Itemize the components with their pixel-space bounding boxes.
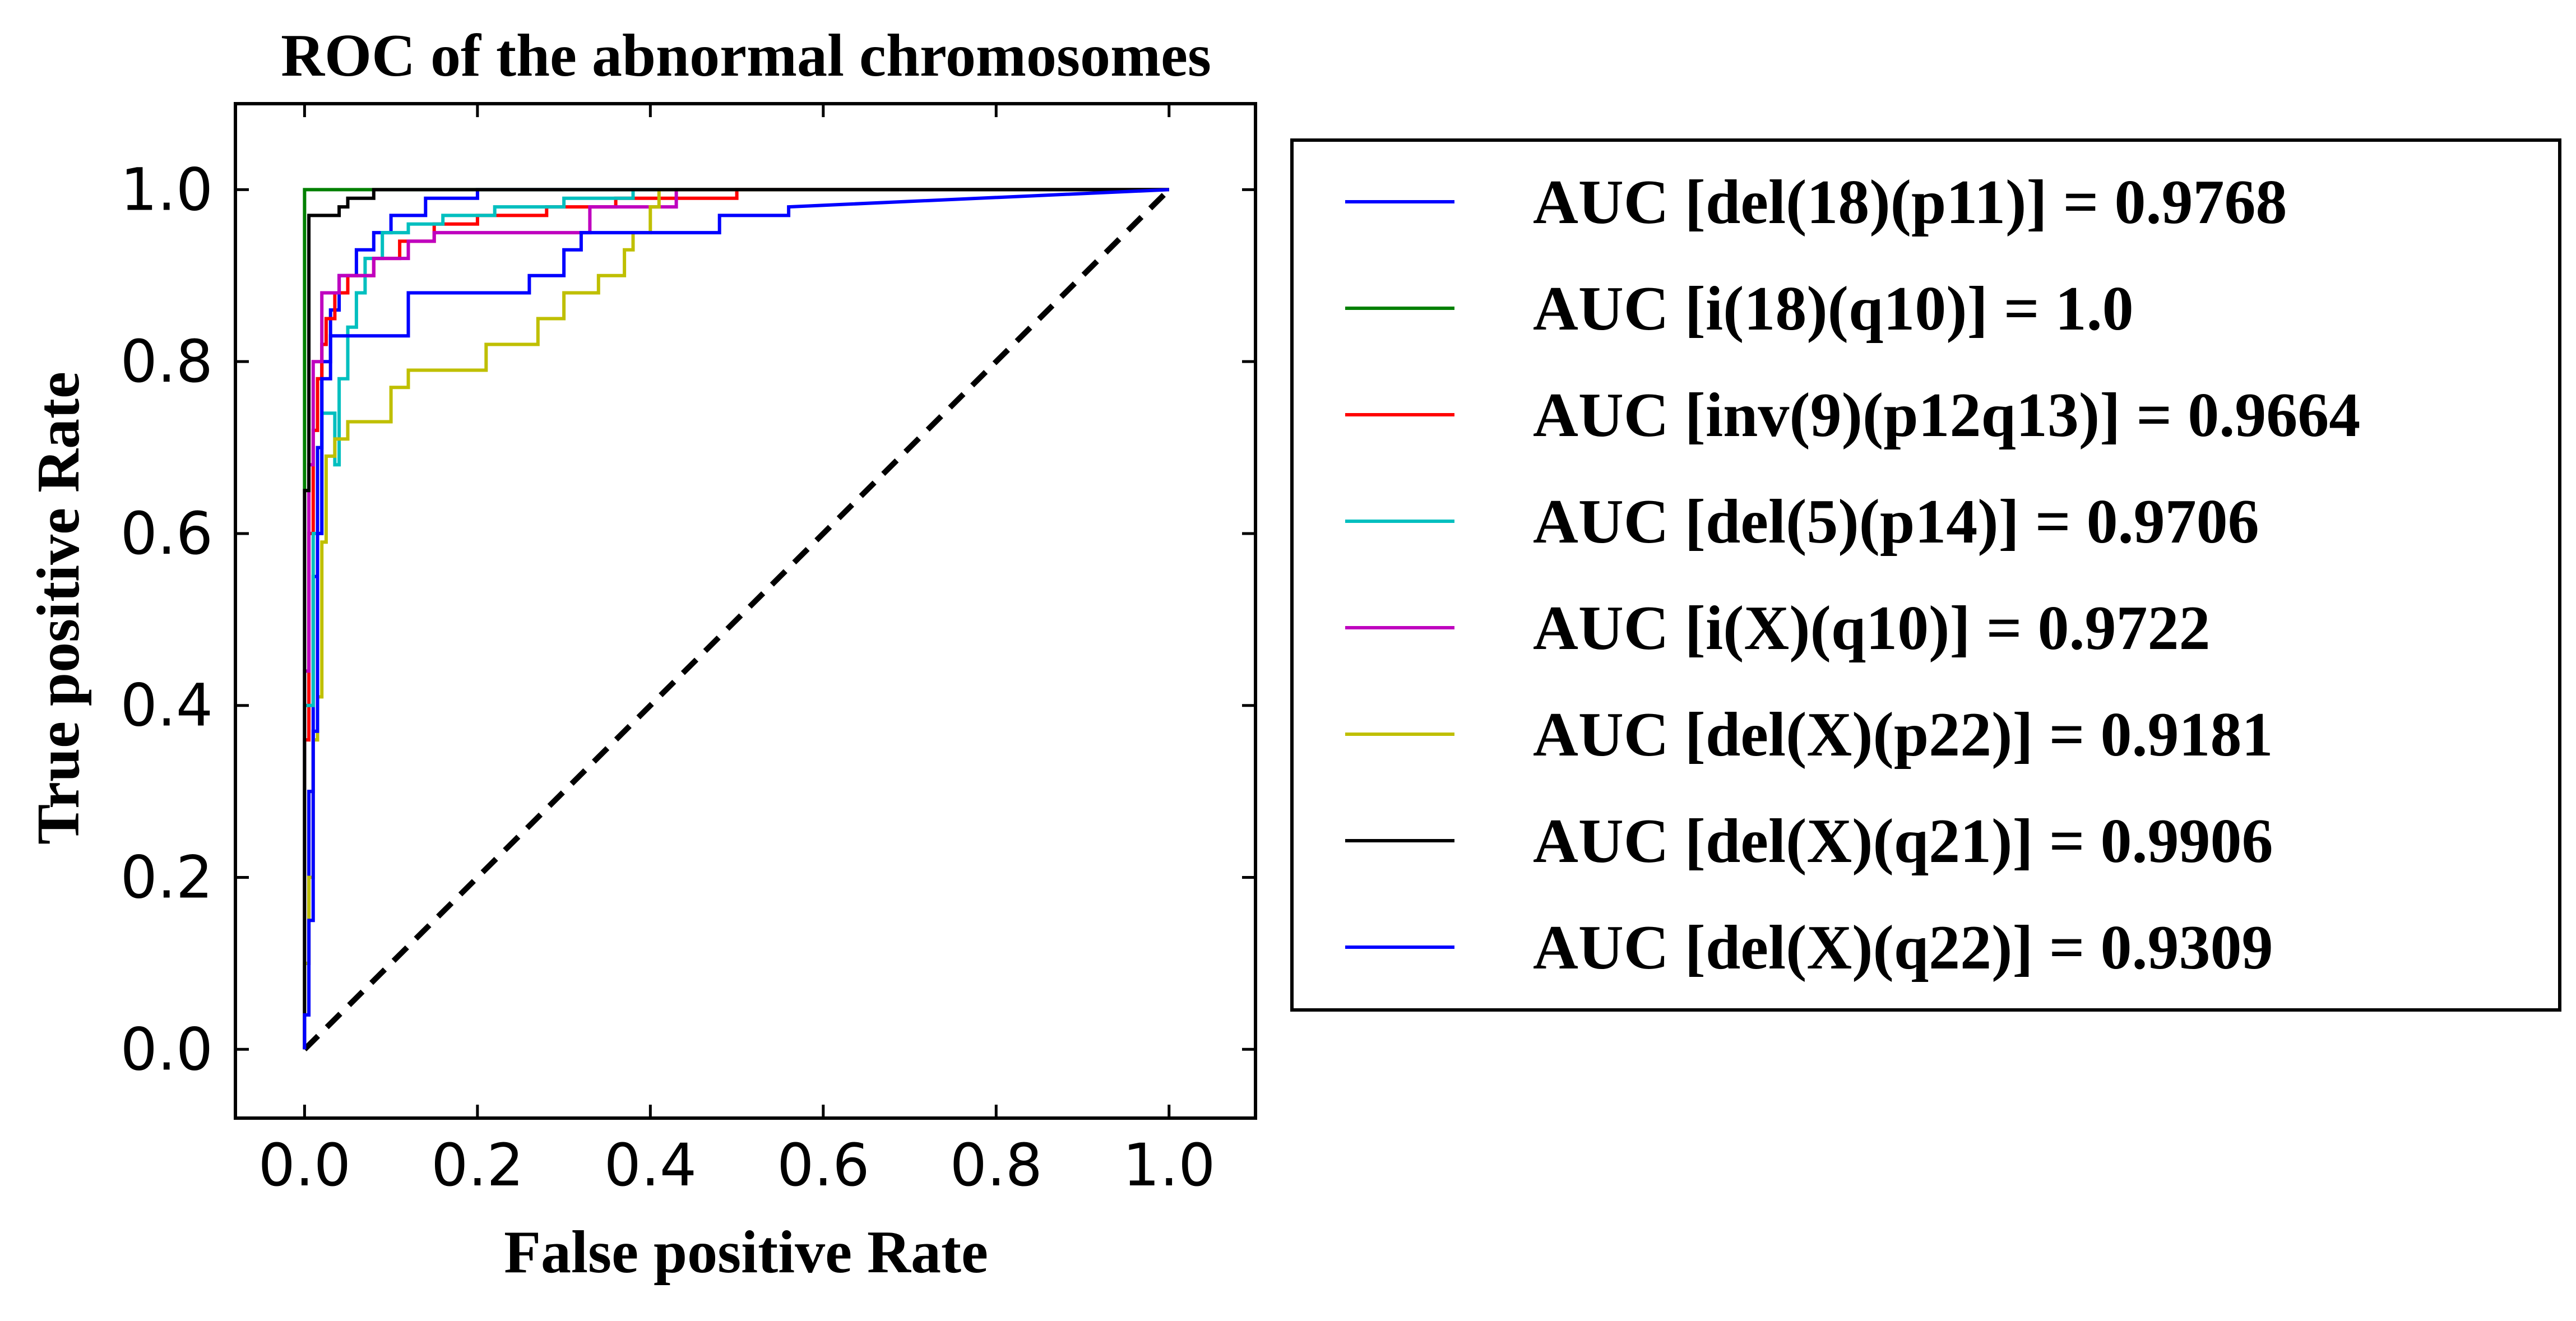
plot-frame <box>234 102 1257 1120</box>
y-axis-label: True positive Rate <box>25 372 92 845</box>
legend-label-3: AUC [inv(9)(p12q13)] = 0.9664 <box>1533 381 2360 450</box>
plot-area: 0.0 0.2 0.4 0.6 0.8 1.0 0.0 0.2 0.4 0.6 0.8 1.0 <box>121 102 1257 1199</box>
chart-title: ROC of the abnormal chromosomes <box>281 22 1211 89</box>
x-axis-label: False positive Rate <box>504 1219 988 1286</box>
legend-frame <box>1290 138 2561 1012</box>
reference-diagonal <box>302 187 1171 1051</box>
y-tick-label: 1.0 <box>121 155 213 224</box>
roc-series-line-7 <box>303 188 1169 1050</box>
legend-label-8: AUC [del(X)(q22)] = 0.9309 <box>1533 913 2273 982</box>
x-tick-label: 0.4 <box>604 1131 697 1199</box>
legend-label-2: AUC [i(18)(q10)] = 1.0 <box>1533 274 2134 344</box>
x-tick-label: 0.0 <box>258 1131 351 1199</box>
x-tick-label: 0.8 <box>950 1131 1043 1199</box>
legend-label-6: AUC [del(X)(p22)] = 0.9181 <box>1533 700 2273 770</box>
roc-series-line-6 <box>303 188 1169 1050</box>
roc-series-line-5 <box>303 188 1169 1050</box>
legend: AUC [del(18)(p11)] = 0.9768 AUC [i(18)(q1… <box>1290 138 2561 1012</box>
y-tick-label: 0.2 <box>121 843 213 912</box>
x-tick-label: 0.2 <box>431 1131 523 1199</box>
y-tick-label: 0.6 <box>121 499 213 568</box>
x-tick-label: 1.0 <box>1123 1131 1215 1199</box>
y-tick-label: 0.0 <box>121 1015 213 1083</box>
legend-label-7: AUC [del(X)(q21)] = 0.9906 <box>1533 806 2273 876</box>
legend-label-4: AUC [del(5)(p14)] = 0.9706 <box>1533 487 2259 557</box>
legend-label-5: AUC [i(X)(q10)] = 0.9722 <box>1533 594 2211 663</box>
roc-series-line-8 <box>303 188 1169 1050</box>
legend-label-1: AUC [del(18)(p11)] = 0.9768 <box>1533 168 2287 237</box>
y-tick-label: 0.8 <box>121 327 213 396</box>
y-tick-label: 0.4 <box>121 671 213 740</box>
x-tick-label: 0.6 <box>777 1131 869 1199</box>
